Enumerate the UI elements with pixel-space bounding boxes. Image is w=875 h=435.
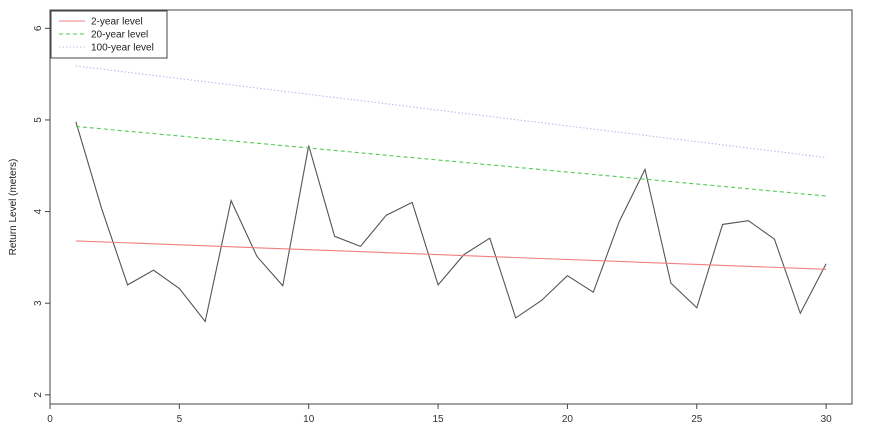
series-20-year-level [75, 125, 827, 197]
series-100-year-level [75, 65, 827, 159]
x-tick-label: 15 [433, 414, 445, 425]
plot-frame [49, 9, 853, 405]
legend-box [50, 10, 168, 59]
y-axis-title: Return Level (meters) [8, 159, 19, 256]
x-tick-label: 30 [821, 414, 833, 425]
legend-label: 2-year level [91, 17, 143, 28]
legend-label: 100-year level [91, 43, 154, 54]
x-tick-label: 20 [562, 414, 574, 425]
x-tick-label: 10 [303, 414, 315, 425]
legend-label: 20-year level [91, 30, 148, 41]
x-tick-label: 0 [47, 414, 53, 425]
y-tick-label: 4 [33, 208, 44, 214]
y-tick-label: 3 [33, 300, 44, 306]
series-observed-line [75, 121, 827, 323]
x-tick-label: 5 [177, 414, 183, 425]
y-tick-label: 6 [33, 25, 44, 31]
series-2-year-level [75, 240, 827, 270]
y-tick-label: 5 [33, 117, 44, 123]
y-tick-label: 2 [33, 392, 44, 398]
x-tick-label: 25 [691, 414, 703, 425]
